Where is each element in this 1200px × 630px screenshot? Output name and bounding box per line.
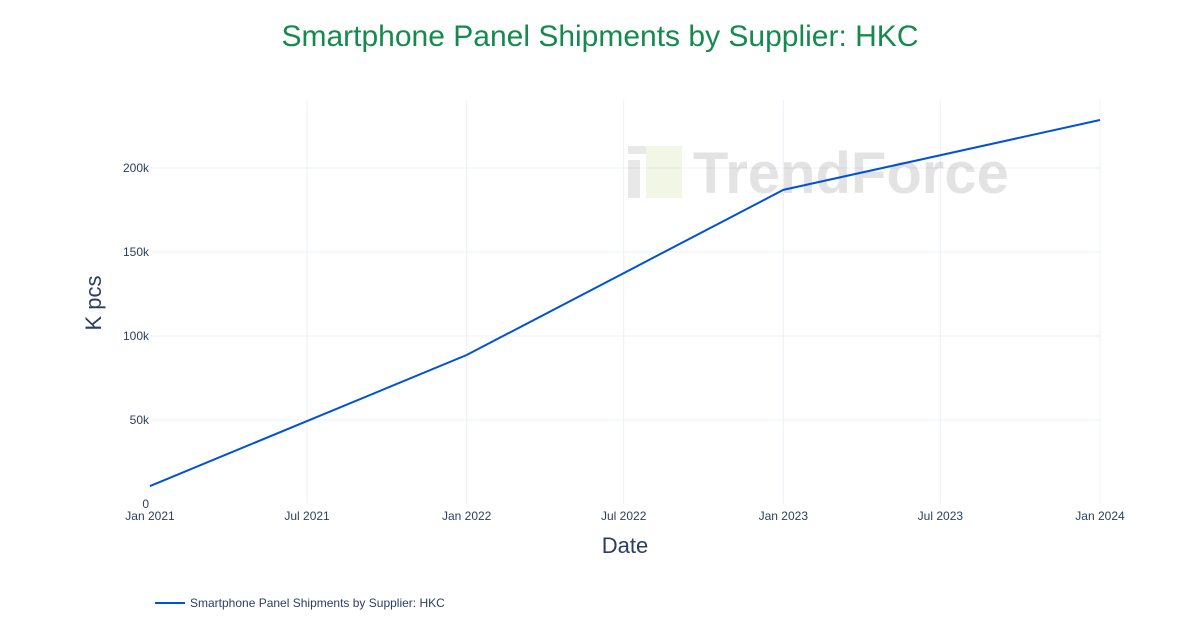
y-axis-label: K pcs xyxy=(81,275,106,330)
x-tick-label: Jan 2022 xyxy=(442,509,492,523)
y-tick-label: 100k xyxy=(123,329,150,343)
grid xyxy=(150,100,1101,504)
trendforce-watermark: TrendForce xyxy=(628,141,1009,206)
x-tick-label: Jan 2021 xyxy=(125,509,175,523)
x-tick-label: Jan 2024 xyxy=(1075,509,1125,523)
y-tick-label: 50k xyxy=(130,413,150,427)
x-tick-label: Jul 2022 xyxy=(601,509,647,523)
x-tick-label: Jan 2023 xyxy=(759,509,809,523)
y-tick-label: 0 xyxy=(142,497,149,511)
legend-label: Smartphone Panel Shipments by Supplier: … xyxy=(190,596,445,610)
x-tick-label: Jul 2023 xyxy=(918,509,964,523)
legend-swatch xyxy=(155,602,185,604)
chart-title: Smartphone Panel Shipments by Supplier: … xyxy=(281,20,919,53)
x-tick-label: Jul 2021 xyxy=(284,509,330,523)
x-axis-label: Date xyxy=(602,533,648,558)
series-line[interactable] xyxy=(149,119,1101,487)
y-tick-label: 200k xyxy=(123,161,150,175)
y-tick-label: 150k xyxy=(123,245,150,259)
legend[interactable]: Smartphone Panel Shipments by Supplier: … xyxy=(155,596,445,610)
